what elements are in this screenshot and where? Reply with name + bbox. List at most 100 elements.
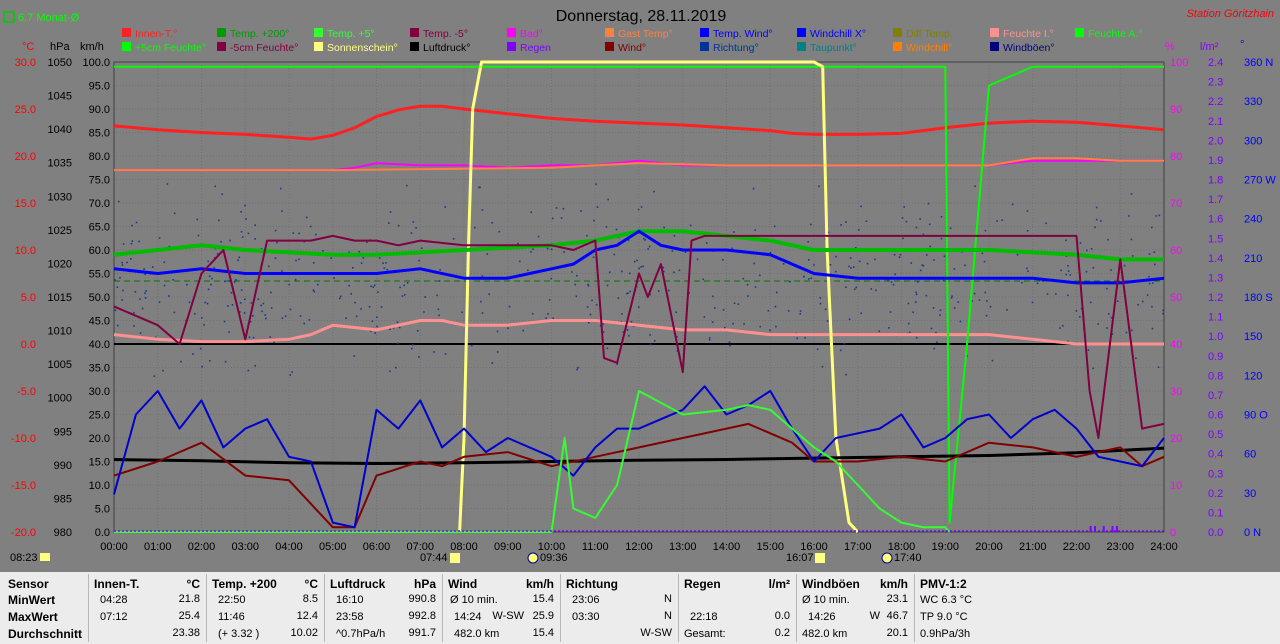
direction-dot <box>1069 274 1072 276</box>
legend-swatch <box>893 42 902 51</box>
direction-dot <box>273 341 275 343</box>
direction-dot <box>496 351 499 353</box>
chart-title: Donnerstag, 28.11.2019 <box>556 8 727 25</box>
y-tick-rain: 1.7 <box>1208 194 1223 206</box>
legend-swatch <box>122 42 131 51</box>
direction-dot <box>602 331 605 333</box>
direction-dot <box>866 262 869 265</box>
legend-swatch <box>797 42 806 51</box>
direction-dot <box>742 277 745 280</box>
direction-dot <box>203 324 205 326</box>
direction-dot <box>1137 303 1139 306</box>
direction-dot <box>870 288 873 290</box>
direction-dot <box>1092 367 1094 370</box>
direction-dot <box>1061 324 1064 327</box>
stats-min-label: MinWert <box>8 593 56 607</box>
direction-dot <box>1090 248 1093 250</box>
direction-dot <box>966 355 968 357</box>
y-tick-rain: 2.1 <box>1208 116 1223 128</box>
direction-dot <box>207 288 210 291</box>
direction-dot <box>114 279 116 281</box>
direction-dot <box>662 266 665 269</box>
sunset-label: 16:07 <box>786 552 814 564</box>
direction-dot <box>606 284 609 287</box>
direction-dot <box>915 226 918 229</box>
direction-dot <box>412 221 415 223</box>
direction-dot <box>731 247 734 250</box>
stats-avg-label: Durchschnitt <box>8 627 83 641</box>
sun-markers: 08:23 07:44 09:36 16:07 17:40 <box>10 552 922 564</box>
series-line <box>114 65 1164 524</box>
y-tick-rain: 0.9 <box>1208 351 1223 363</box>
legend-swatch <box>700 28 709 37</box>
y-tick-hum: 50 <box>1170 292 1182 304</box>
direction-dot <box>461 311 463 314</box>
direction-dot <box>312 262 315 264</box>
direction-dot <box>143 268 145 270</box>
direction-dot <box>845 373 847 376</box>
direction-dot <box>208 275 211 278</box>
stats-temp-min-value: 8.5 <box>302 593 318 605</box>
direction-dot <box>633 260 636 263</box>
legend-swatch <box>217 42 226 51</box>
legend-label: Luftdruck° <box>423 42 470 54</box>
direction-dot <box>640 206 643 208</box>
y-tick-hum: 40 <box>1170 339 1182 351</box>
direction-dot <box>789 280 791 283</box>
direction-dot <box>810 277 813 280</box>
direction-dot <box>1046 293 1049 295</box>
direction-dot <box>1154 263 1156 266</box>
x-tick-label: 12:00 <box>625 541 653 553</box>
direction-dot <box>908 331 911 334</box>
direction-dot <box>281 210 283 212</box>
y-tick-wind: 85.0 <box>89 128 110 140</box>
direction-dot <box>173 212 176 215</box>
direction-dot <box>119 276 121 279</box>
direction-dot <box>194 313 196 315</box>
direction-dot <box>376 316 378 319</box>
direction-dot <box>1130 238 1133 241</box>
direction-dot <box>917 281 919 283</box>
direction-dot <box>481 312 484 314</box>
direction-dot <box>555 207 558 209</box>
direction-dot <box>840 224 842 226</box>
direction-dot <box>1110 316 1113 319</box>
stats-regen-max-time: 22:18 <box>690 611 718 623</box>
direction-dot <box>303 322 306 325</box>
direction-dot <box>210 283 212 286</box>
direction-dot <box>892 283 895 286</box>
y-tick-dir: 150 <box>1244 331 1262 343</box>
stats-temp-header: Temp. +200 <box>212 577 277 591</box>
direction-dot <box>470 344 473 347</box>
stats-luft-header: Luftdruck <box>330 577 386 591</box>
x-tick-label: 04:00 <box>275 541 303 553</box>
direction-dot <box>574 283 576 286</box>
direction-dot <box>1016 253 1019 256</box>
direction-dot <box>399 286 401 289</box>
direction-dot <box>1107 238 1109 241</box>
legend-label: Windchill° <box>906 42 952 54</box>
legend-swatch <box>990 28 999 37</box>
direction-dot <box>144 297 147 299</box>
direction-dot <box>933 259 935 261</box>
direction-dot <box>767 309 770 312</box>
direction-dot <box>188 301 191 304</box>
direction-dot <box>898 256 901 259</box>
direction-dot <box>260 247 263 250</box>
direction-dot <box>901 217 904 219</box>
direction-dot <box>173 311 176 314</box>
direction-dot <box>953 307 956 309</box>
direction-dot <box>754 229 756 231</box>
stats-col-innen: Innen-T. °C 04:28 21.8 07:12 25.4 23.38 <box>94 572 202 644</box>
direction-dot <box>220 240 222 243</box>
direction-dot <box>921 264 924 266</box>
direction-dot <box>653 190 655 193</box>
direction-dot <box>819 302 822 305</box>
direction-dot <box>629 290 631 293</box>
direction-dot <box>799 310 802 312</box>
legend-label: Temp. -5° <box>423 28 468 40</box>
stats-wind-max-dir: W-SW <box>492 610 524 622</box>
y-tick-wind: 40.0 <box>89 339 110 351</box>
series-line <box>113 446 1165 465</box>
stats-luft-max-value: 992.8 <box>408 610 436 622</box>
